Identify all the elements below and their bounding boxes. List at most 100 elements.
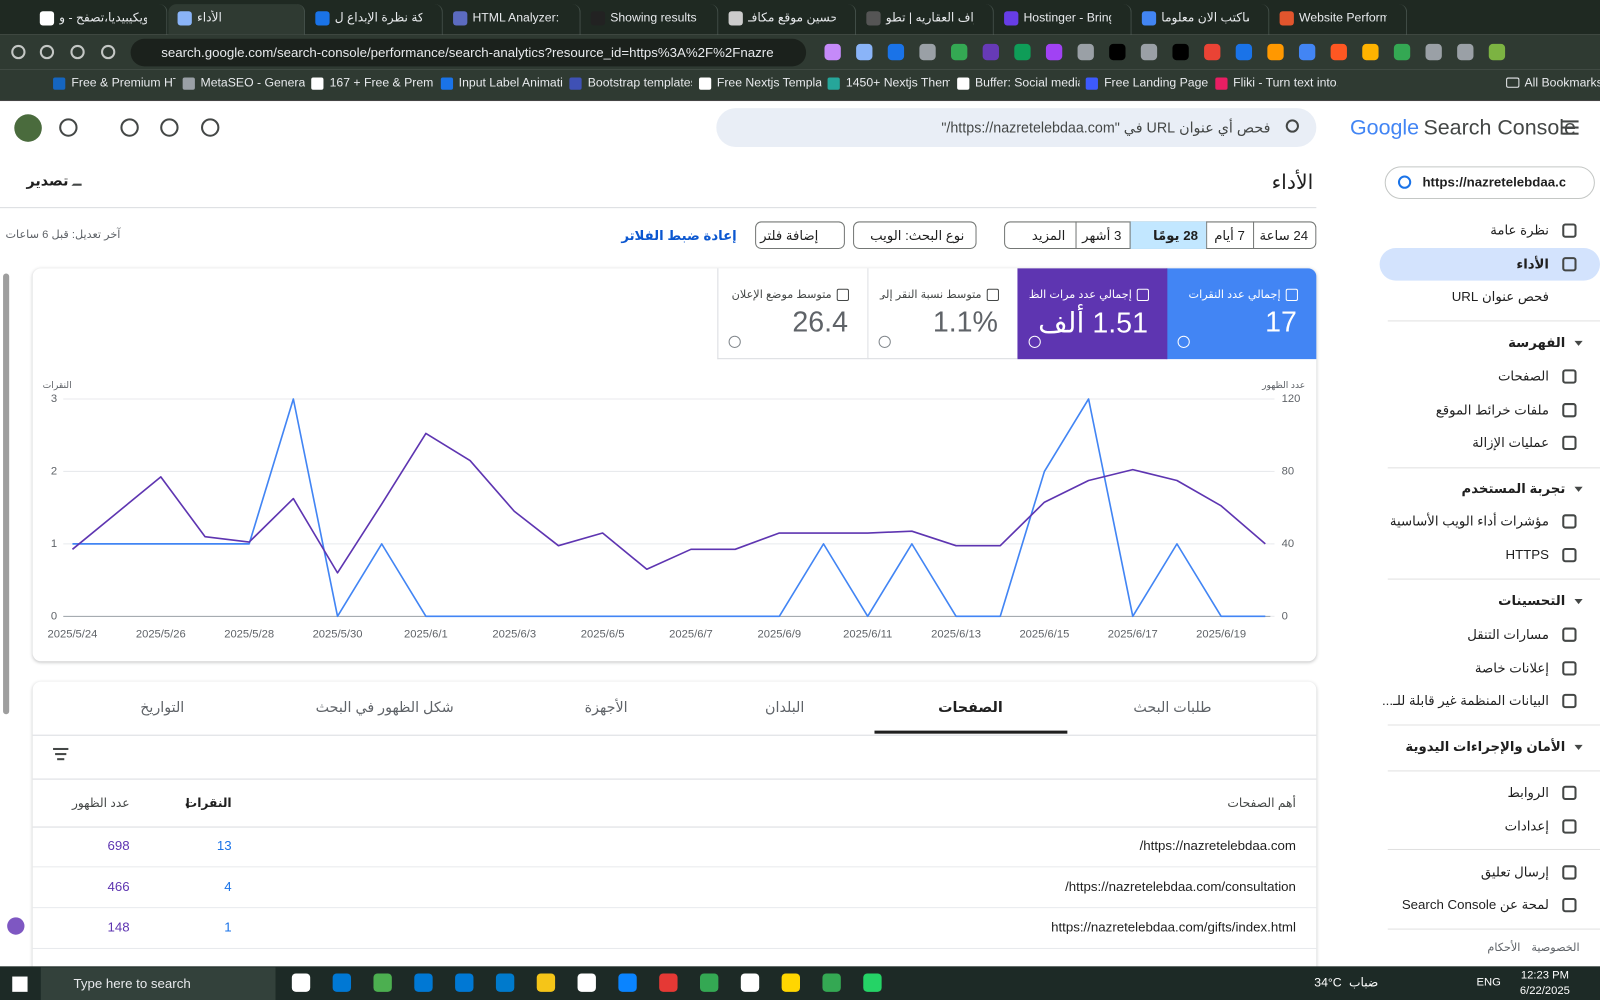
taskbar-app[interactable] bbox=[781, 973, 800, 992]
nav-item[interactable]: HTTPS bbox=[1505, 546, 1549, 563]
extension-icon[interactable] bbox=[1140, 43, 1158, 61]
menu-bar[interactable] bbox=[1562, 132, 1579, 135]
table-tab[interactable]: شكل الظهور في البحث bbox=[315, 698, 454, 716]
date-range-label[interactable]: 3 أشهر bbox=[1082, 227, 1122, 243]
tab-title[interactable]: راف العقاريه | تطو bbox=[885, 10, 974, 25]
language[interactable]: ENG bbox=[1476, 976, 1501, 989]
extension-icon[interactable] bbox=[1298, 43, 1316, 61]
tab[interactable] bbox=[306, 4, 443, 35]
taskbar-app[interactable] bbox=[863, 973, 882, 992]
tab[interactable] bbox=[995, 4, 1132, 35]
footer-link[interactable]: الأحكام bbox=[1487, 941, 1521, 955]
nav-item[interactable]: إعدادات bbox=[1504, 818, 1549, 834]
filter-icon-bar[interactable] bbox=[57, 758, 65, 761]
reset-filters[interactable]: إعادة ضبط الفلاتر bbox=[621, 227, 737, 243]
extension-icon[interactable] bbox=[1172, 43, 1189, 61]
tab-title[interactable]: Website Performa bbox=[1298, 10, 1387, 25]
taskbar-search-text[interactable]: Type here to search bbox=[73, 975, 191, 991]
extension-icon[interactable] bbox=[919, 43, 936, 61]
search-box[interactable] bbox=[716, 108, 1317, 147]
nav-item[interactable]: مؤشرات أداء الويب الأساسية bbox=[1389, 513, 1549, 529]
page-url[interactable]: https://nazretelebdaa.com/consultation/ bbox=[1065, 878, 1296, 894]
nav-item[interactable]: نظرة عامة bbox=[1490, 222, 1549, 238]
nav-item[interactable]: إرسال تعليق bbox=[1480, 864, 1549, 880]
search-type-chip[interactable] bbox=[853, 221, 977, 249]
taskbar-app[interactable] bbox=[822, 973, 841, 992]
clock-time[interactable]: 12:23 PM bbox=[1520, 969, 1569, 982]
extension-icon[interactable] bbox=[1488, 43, 1506, 61]
extension-icon[interactable] bbox=[951, 43, 968, 61]
metric-card[interactable] bbox=[867, 268, 1018, 360]
date-range-option[interactable] bbox=[1206, 221, 1253, 249]
extension-icon[interactable] bbox=[1109, 43, 1126, 61]
nav-button[interactable] bbox=[70, 44, 85, 60]
extension-icon[interactable] bbox=[1267, 43, 1284, 61]
taskbar-app[interactable] bbox=[699, 973, 719, 992]
header-icon[interactable] bbox=[160, 118, 179, 137]
header-icon[interactable] bbox=[59, 118, 78, 137]
address-bar[interactable] bbox=[130, 38, 807, 67]
extension-icon[interactable] bbox=[1457, 43, 1474, 61]
extension-icon[interactable] bbox=[1330, 43, 1347, 61]
nav-item[interactable]: إعلانات خاصة bbox=[1474, 660, 1549, 676]
bookmark[interactable]: Free Nextjs Templat... bbox=[716, 75, 821, 90]
nav-item[interactable]: لمحة عن Search Console bbox=[1401, 896, 1549, 913]
extension-icon[interactable] bbox=[887, 43, 905, 61]
bookmark[interactable]: MetaSEO - Generat... bbox=[200, 75, 305, 90]
date-range-label[interactable]: المزيد bbox=[1031, 227, 1066, 243]
extension-icon[interactable] bbox=[1077, 43, 1094, 61]
nav-section[interactable]: الفهرسة bbox=[1508, 334, 1566, 350]
nav-item[interactable]: الصفحات bbox=[1497, 368, 1549, 384]
nav-item[interactable]: الأداء bbox=[1516, 256, 1549, 272]
bookmark[interactable]: Fliki - Turn text into... bbox=[1233, 75, 1338, 90]
nav-item[interactable]: فحص عنوان URL bbox=[1451, 288, 1549, 305]
bookmark[interactable]: Bootstrap templates... bbox=[587, 75, 692, 90]
metric-card[interactable] bbox=[717, 268, 868, 360]
nav-button[interactable] bbox=[11, 44, 26, 60]
tab-title[interactable]: HTML Analyzer: A bbox=[472, 10, 560, 25]
clock-date[interactable]: 6/22/2025 bbox=[1519, 984, 1570, 997]
extension-icon[interactable] bbox=[1235, 43, 1253, 61]
tab[interactable] bbox=[31, 4, 168, 35]
tab-title[interactable]: Showing results fo bbox=[610, 10, 698, 25]
property-url[interactable]: https://nazretelebdaa.c... bbox=[1422, 174, 1566, 190]
taskbar-app[interactable] bbox=[291, 973, 311, 992]
table-tab[interactable]: التواريخ bbox=[140, 698, 185, 716]
bookmark[interactable]: Free Landing Page T... bbox=[1104, 75, 1209, 90]
nav-section[interactable]: التحسينات bbox=[1498, 592, 1566, 609]
bookmark[interactable]: Input Label Animati... bbox=[458, 75, 563, 90]
nav-item[interactable]: مسارات التنقل bbox=[1467, 626, 1549, 642]
header-icon[interactable] bbox=[120, 118, 139, 137]
nav-section[interactable]: الأمان والإجراءات اليدوية bbox=[1405, 738, 1566, 755]
tab[interactable] bbox=[1270, 4, 1408, 35]
filter-icon-bar[interactable] bbox=[53, 747, 69, 750]
tab-title[interactable]: Hostinger - Bring bbox=[1023, 10, 1112, 25]
extension-icon[interactable] bbox=[982, 43, 999, 61]
tab[interactable] bbox=[1133, 4, 1270, 35]
table-tab[interactable]: الصفحات bbox=[938, 698, 1003, 716]
nav-item[interactable]: عمليات الإزالة bbox=[1472, 434, 1549, 450]
url-text[interactable]: search.google.com/search-console/perform… bbox=[161, 44, 774, 61]
table-tab[interactable]: طلبات البحث bbox=[1133, 698, 1212, 716]
extension-icon[interactable] bbox=[1045, 43, 1063, 61]
tab[interactable] bbox=[444, 4, 581, 35]
nav-item[interactable]: ملفات خرائط الموقع bbox=[1435, 402, 1549, 418]
date-range-option[interactable] bbox=[1129, 221, 1207, 249]
menu-bar[interactable] bbox=[1562, 120, 1579, 123]
extension-icon[interactable] bbox=[824, 43, 841, 61]
tab-title[interactable]: ويكيبيديا،تصفح - و bbox=[59, 10, 147, 25]
table-tab[interactable]: الأجهزة bbox=[584, 698, 628, 716]
tab-title[interactable]: تحسين موقع مكافـ bbox=[747, 10, 836, 25]
nav-button[interactable] bbox=[39, 44, 55, 60]
extension-icon[interactable] bbox=[1362, 43, 1379, 61]
date-range-option[interactable] bbox=[1253, 221, 1316, 249]
table-tab[interactable]: البلدان bbox=[765, 698, 805, 716]
export-button[interactable]: تصدير bbox=[26, 172, 69, 189]
taskbar-app[interactable] bbox=[455, 973, 474, 992]
metric-card[interactable] bbox=[1166, 268, 1317, 360]
taskbar-app[interactable] bbox=[414, 973, 433, 992]
search-type-label[interactable]: نوع البحث: الويب bbox=[870, 227, 965, 243]
extension-icon[interactable] bbox=[1393, 43, 1411, 61]
floating-icon[interactable] bbox=[7, 917, 25, 935]
bookmark[interactable]: Buffer: Social media... bbox=[974, 75, 1079, 90]
